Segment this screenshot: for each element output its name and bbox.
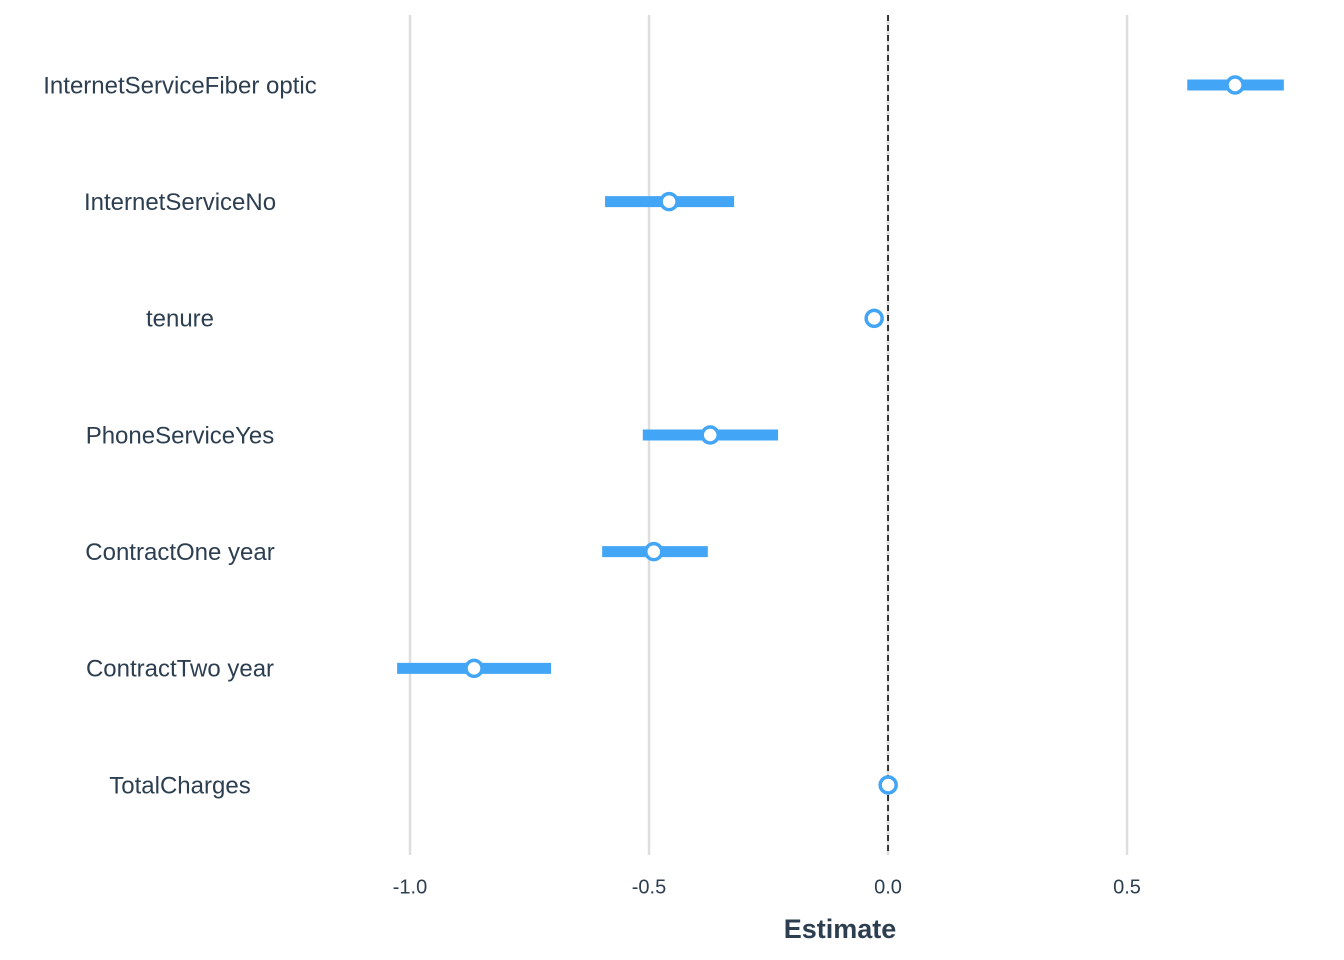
x-tick-label: -0.5 <box>632 876 666 898</box>
category-label: ContractOne year <box>85 539 274 566</box>
estimate-point <box>700 425 720 445</box>
estimate-point <box>864 308 884 329</box>
x-tick-label: 0.5 <box>1113 876 1141 898</box>
category-label: TotalCharges <box>109 772 250 799</box>
category-label: InternetServiceNo <box>84 189 276 216</box>
estimate-point <box>644 541 664 562</box>
x-tick-label: -1.0 <box>393 876 427 898</box>
estimate-point <box>464 658 484 679</box>
category-label: PhoneServiceYes <box>86 422 275 449</box>
estimate-point <box>1225 75 1245 95</box>
category-label: InternetServiceFiber optic <box>43 72 316 99</box>
category-label: tenure <box>146 306 214 333</box>
x-tick-label: 0.0 <box>874 876 902 898</box>
estimate-point <box>878 775 898 795</box>
estimate-point <box>659 191 679 212</box>
category-label: ContractTwo year <box>86 656 274 683</box>
x-axis-title: Estimate <box>784 914 897 944</box>
